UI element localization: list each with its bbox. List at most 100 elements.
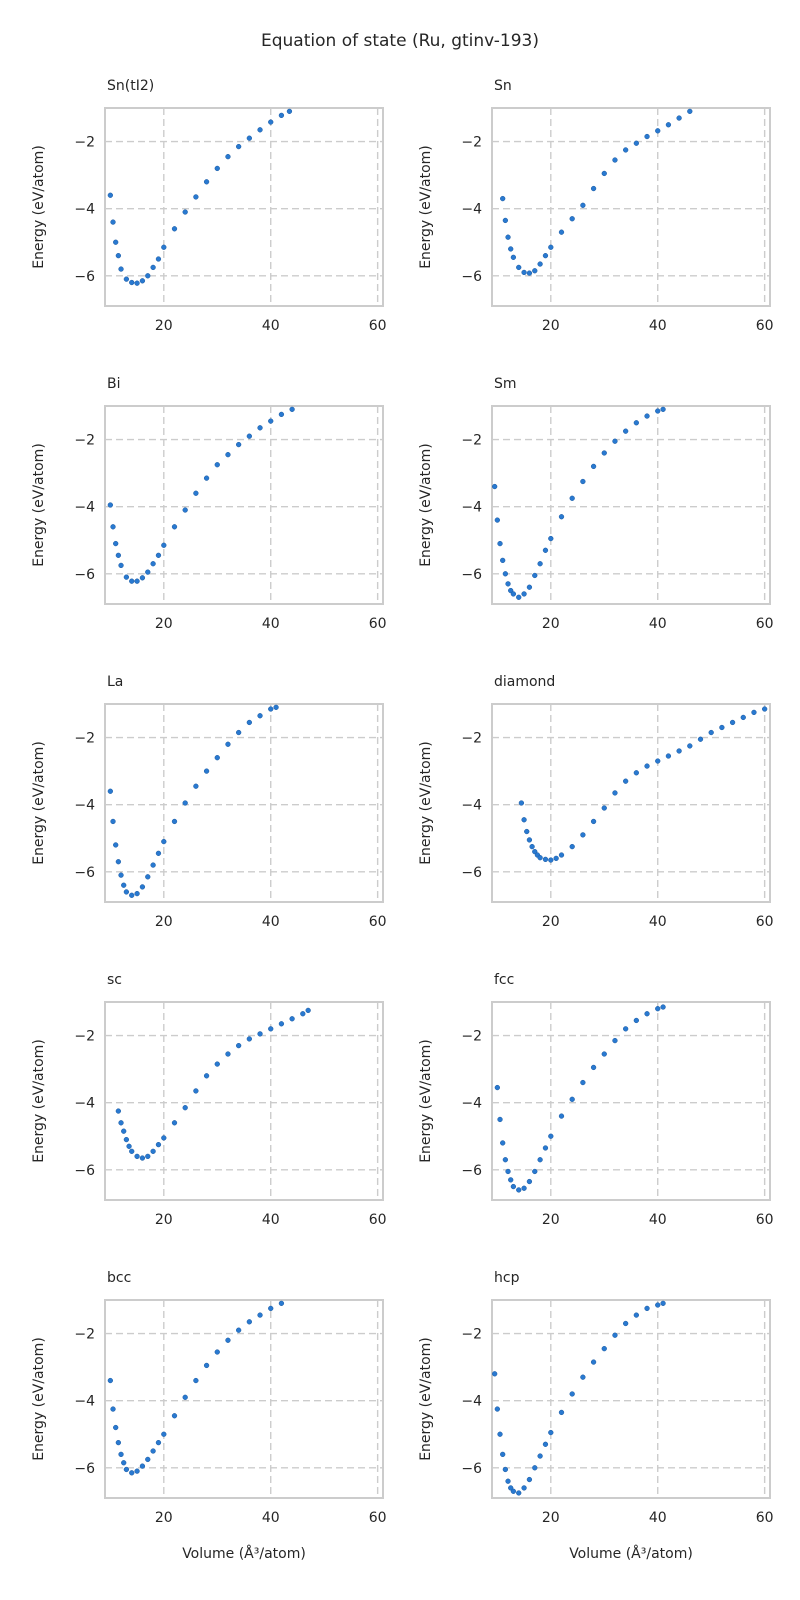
data-point xyxy=(558,1409,565,1416)
data-point xyxy=(246,1319,252,1325)
y-tick-label: −6 xyxy=(461,865,482,881)
data-point xyxy=(257,127,263,133)
data-point xyxy=(612,438,618,444)
data-point xyxy=(500,557,506,564)
panel-bcc: bcc 20 40 60 −2 −4 −6 Energy (eV/atom) Volume (Å… xyxy=(31,1270,387,1562)
data-point xyxy=(113,239,119,245)
data-point xyxy=(107,192,113,198)
y-axis-label: Energy (eV/atom) xyxy=(418,1039,434,1163)
data-point xyxy=(113,540,119,547)
data-point xyxy=(182,1394,188,1400)
axes-frame xyxy=(104,703,384,903)
x-tick-label: 40 xyxy=(649,914,667,930)
data-point xyxy=(236,729,242,736)
data-point xyxy=(129,892,135,898)
data-point xyxy=(687,108,693,115)
data-point xyxy=(497,540,503,547)
data-point xyxy=(121,1128,127,1134)
y-axis-label: Energy (eV/atom) xyxy=(418,1337,434,1461)
data-point xyxy=(633,1312,639,1318)
axes-frame xyxy=(104,405,384,605)
data-point xyxy=(257,425,263,431)
data-point xyxy=(150,1148,156,1154)
data-point xyxy=(161,1431,167,1437)
data-point xyxy=(569,843,575,850)
data-point xyxy=(193,194,199,200)
data-point xyxy=(150,561,156,567)
data-point xyxy=(107,502,113,508)
data-point xyxy=(665,122,672,128)
data-point xyxy=(203,179,210,185)
data-point xyxy=(203,1362,210,1369)
data-point xyxy=(532,268,538,274)
data-point xyxy=(257,1031,263,1037)
y-tick-label: −4 xyxy=(74,1096,95,1112)
data-point xyxy=(236,1327,242,1333)
data-point xyxy=(623,778,629,784)
data-point xyxy=(558,852,565,858)
data-point xyxy=(580,478,586,485)
data-point xyxy=(118,266,124,272)
data-point xyxy=(660,406,666,413)
data-point xyxy=(268,418,274,424)
data-point xyxy=(278,1021,285,1027)
data-point xyxy=(118,1120,124,1126)
data-point xyxy=(171,524,178,530)
panel-title: diamond xyxy=(494,674,555,690)
data-point xyxy=(273,704,279,711)
data-point xyxy=(500,195,506,202)
data-point xyxy=(121,1460,127,1466)
data-point xyxy=(150,264,156,271)
data-point xyxy=(123,1136,130,1143)
data-point xyxy=(590,185,597,192)
data-point xyxy=(510,1488,517,1494)
data-point xyxy=(623,1026,629,1032)
data-point xyxy=(569,495,575,501)
data-point xyxy=(510,254,517,260)
data-point xyxy=(505,581,511,587)
axes-frame xyxy=(104,107,384,307)
data-point xyxy=(182,209,188,215)
data-point xyxy=(521,1185,527,1191)
data-point xyxy=(505,234,511,240)
data-point xyxy=(590,818,597,825)
x-axis-label: Volume (Å³/atom) xyxy=(569,1545,693,1562)
data-point xyxy=(548,244,554,250)
data-point xyxy=(278,411,285,418)
data-point xyxy=(246,135,252,141)
y-tick-label: −4 xyxy=(74,500,95,516)
data-point xyxy=(145,569,151,575)
data-point xyxy=(110,219,116,225)
axes-frame xyxy=(104,1001,384,1201)
panel-fcc: fcc 20 40 60 −2 −4 −6 Energy (eV/atom) xyxy=(418,972,774,1228)
data-point xyxy=(548,1429,554,1436)
data-point xyxy=(300,1011,306,1017)
data-point xyxy=(590,463,597,470)
data-point xyxy=(129,279,135,286)
data-point xyxy=(542,1441,549,1447)
y-tick-label: −6 xyxy=(74,865,95,881)
data-point xyxy=(278,1300,285,1307)
data-point xyxy=(113,842,119,848)
data-point xyxy=(590,1064,597,1071)
data-point xyxy=(145,1456,151,1463)
data-point xyxy=(497,1431,503,1437)
data-point xyxy=(225,741,231,747)
data-point xyxy=(655,128,661,134)
data-point xyxy=(126,1143,132,1149)
data-point xyxy=(521,817,527,823)
panel-title: Sn xyxy=(494,78,512,94)
panel-hcp: hcp 20 40 60 −2 −4 −6 Energy (eV/atom) Volume (Å… xyxy=(418,1270,774,1562)
data-point xyxy=(161,838,167,845)
data-point xyxy=(537,261,543,267)
x-tick-label: 40 xyxy=(649,616,667,632)
x-tick-label: 20 xyxy=(155,914,173,930)
y-axis-label: Energy (eV/atom) xyxy=(31,1337,47,1461)
data-point xyxy=(225,154,231,160)
data-point xyxy=(115,859,122,865)
data-point xyxy=(502,1157,509,1163)
data-point xyxy=(537,561,543,567)
x-axis-label: Volume (Å³/atom) xyxy=(182,1545,306,1562)
data-point xyxy=(225,1337,231,1343)
data-point xyxy=(278,112,285,119)
